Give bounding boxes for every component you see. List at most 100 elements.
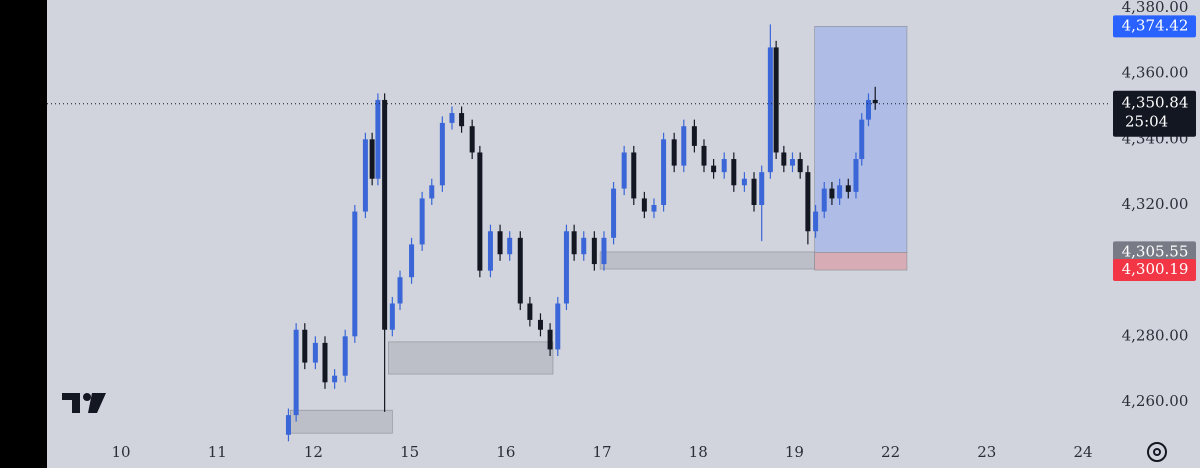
candle-body: [342, 336, 348, 376]
x-tick-label: 18: [689, 443, 708, 461]
x-tick-label: 11: [208, 443, 227, 461]
candle-body: [459, 113, 465, 127]
candle-body: [517, 237, 523, 304]
settings-icon[interactable]: [1147, 442, 1167, 462]
candle-body: [681, 126, 687, 166]
candle-body: [741, 178, 747, 186]
left-strip: [0, 0, 47, 468]
x-tick-label: 24: [1073, 443, 1092, 461]
candle-body: [731, 159, 737, 186]
candle-body: [571, 231, 577, 255]
candle-body: [853, 159, 859, 192]
candle-body: [845, 185, 851, 192]
last-price-badge: [1113, 90, 1196, 137]
x-tick-label: 17: [592, 443, 611, 461]
candle-body: [487, 231, 493, 271]
candle-body: [477, 152, 483, 271]
candle-body: [293, 329, 299, 416]
candle-body: [651, 204, 657, 212]
candle-body: [375, 99, 381, 179]
zone: [599, 251, 815, 270]
candle-body: [641, 198, 647, 212]
y-tick-label: 4,380.00: [1122, 0, 1189, 16]
candle-body: [859, 119, 865, 160]
candle-body: [805, 172, 811, 232]
candle-body: [621, 152, 627, 189]
candle-body: [611, 188, 617, 238]
candle-body: [527, 303, 533, 320]
candle-body: [322, 342, 328, 383]
zone: [814, 252, 908, 271]
x-tick-label: 19: [785, 443, 804, 461]
candle-body: [429, 185, 435, 199]
price-badge: [1113, 15, 1196, 38]
candle-body: [751, 178, 757, 205]
candle-body: [767, 47, 773, 173]
candle-body: [285, 415, 291, 435]
candle-body: [721, 159, 727, 173]
candle-body: [631, 152, 637, 199]
x-tick-label: 16: [496, 443, 515, 461]
candle-body: [419, 198, 425, 245]
candle-body: [449, 113, 455, 123]
candle-body: [581, 237, 587, 255]
price-badge: [1113, 259, 1196, 282]
candle-body: [865, 99, 871, 120]
candle-body: [563, 231, 569, 304]
candle-body: [389, 303, 395, 330]
candle-body: [872, 99, 878, 104]
candle-body: [701, 145, 707, 166]
price-badge-label: 4,305.55: [1122, 242, 1189, 260]
candle-body: [362, 139, 368, 212]
price-badge-label: 4,300.19: [1122, 260, 1189, 278]
candle-body: [691, 126, 697, 146]
candle-body: [312, 342, 318, 363]
candle-body: [507, 237, 513, 255]
candle-body: [789, 159, 795, 166]
zone: [290, 409, 393, 434]
background: [47, 0, 1200, 468]
candle-body: [537, 319, 543, 330]
candle-body: [497, 231, 503, 255]
x-tick-label: 10: [112, 443, 131, 461]
candle-body: [711, 165, 717, 173]
candle-body: [797, 159, 803, 173]
candle-body: [382, 99, 388, 330]
candle-body: [369, 139, 375, 179]
candle-body: [601, 237, 607, 265]
candle-body: [397, 277, 403, 304]
candle-body: [773, 47, 779, 153]
candle-body: [829, 188, 835, 199]
zone: [388, 341, 554, 375]
y-tick-label: 4,360.00: [1122, 64, 1189, 82]
price-badge-label: 4,374.42: [1122, 16, 1189, 34]
candle-body: [352, 211, 358, 337]
x-tick-label: 15: [400, 443, 419, 461]
candle-body: [759, 172, 765, 205]
countdown: 25:04: [1125, 113, 1168, 131]
candle-body: [409, 244, 415, 278]
candle-body: [591, 237, 597, 265]
candle-body: [302, 329, 308, 363]
candle-body: [555, 303, 561, 350]
x-tick-label: 12: [304, 443, 323, 461]
candle-body: [813, 211, 819, 232]
candle-body: [661, 139, 667, 205]
x-tick-label: 22: [881, 443, 900, 461]
candle-body: [439, 122, 445, 186]
candle-body: [547, 329, 553, 350]
y-tick-label: 4,320.00: [1122, 195, 1189, 213]
candle-body: [469, 126, 475, 153]
price-badge: [1113, 241, 1196, 264]
candle-body: [671, 139, 677, 166]
x-tick-label: 23: [977, 443, 996, 461]
y-tick-label: 4,280.00: [1122, 326, 1189, 344]
tv-logo: [62, 393, 106, 413]
y-tick-label: 4,260.00: [1122, 392, 1189, 410]
candle-body: [332, 375, 338, 383]
last-price-label: 4,350.84: [1122, 94, 1189, 112]
candle-body: [781, 152, 787, 166]
candle-body: [837, 185, 843, 199]
candle-body: [821, 188, 827, 212]
